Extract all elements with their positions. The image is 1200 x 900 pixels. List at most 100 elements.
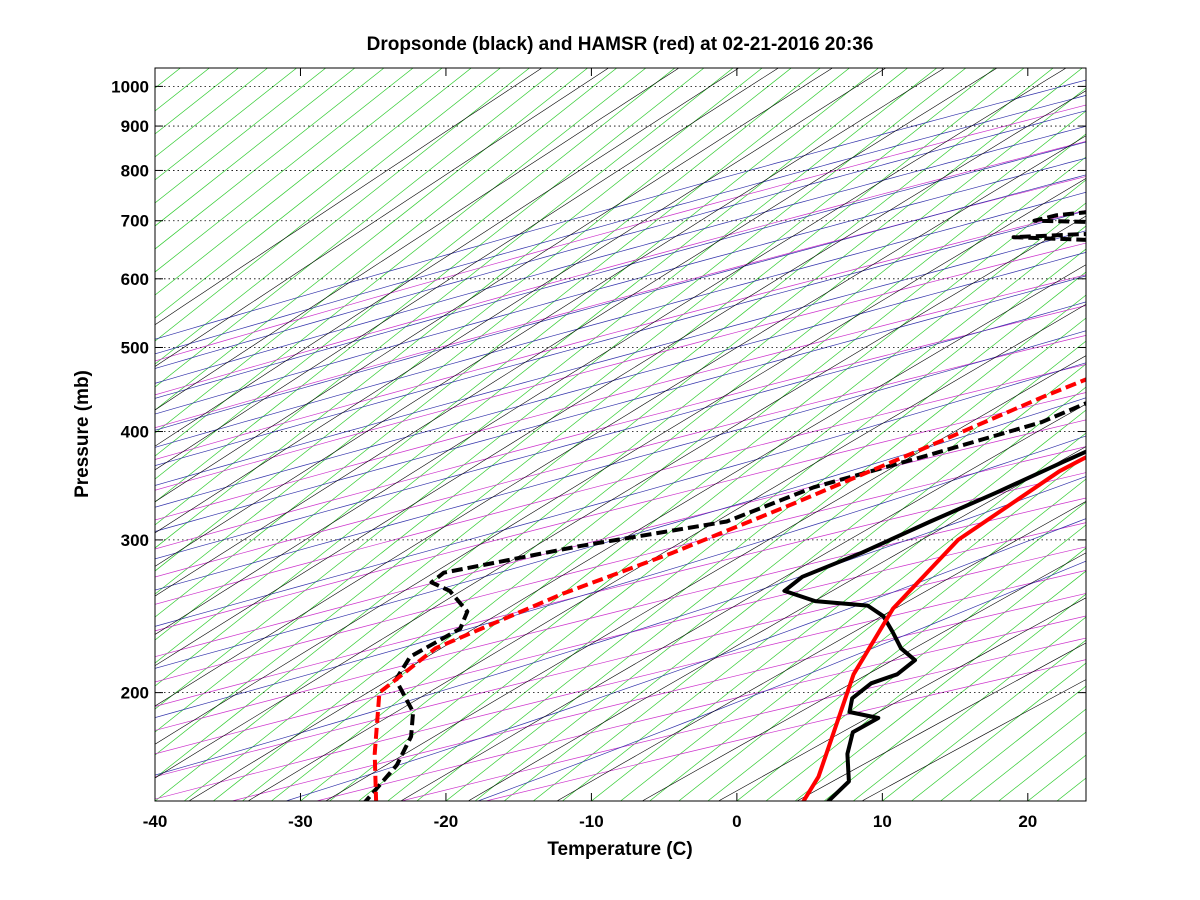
dry-adiabat-line [155, 364, 1086, 605]
isotherm-line [969, 708, 1086, 801]
x-tick-label: 0 [732, 812, 741, 831]
y-axis: 200 300 400 500 600 700 800 900 1000 [111, 77, 1086, 703]
isotherm-line [155, 68, 996, 733]
dry-adiabat-line [155, 522, 1086, 755]
dry-adiabat-line [155, 334, 1086, 578]
background-lines [0, 64, 1200, 885]
plot-frame [154, 67, 1087, 802]
isotherm-line [1125, 64, 1200, 885]
isotherm-line [155, 68, 327, 204]
mixing-ratio-line [155, 68, 834, 503]
isotherm-line [1154, 64, 1200, 885]
isotherm-line [707, 501, 1086, 801]
isotherm-line [155, 68, 647, 457]
mixing-ratio-line [556, 501, 1086, 801]
isotherm-line [155, 68, 443, 296]
mixing-ratio-line [155, 178, 1086, 745]
mixing-ratio-line [155, 215, 1086, 779]
isotherm-line [155, 68, 385, 250]
isotherm-line [155, 68, 1083, 801]
moist-adiabat-line [155, 397, 1086, 669]
mixing-ratio-line [155, 68, 779, 471]
mixing-ratio-line [467, 446, 1086, 801]
dry-adiabat-line [155, 392, 1086, 632]
moist-adiabat-line [155, 125, 1086, 384]
x-tick-label: -30 [288, 812, 313, 831]
y-tick-label: 300 [121, 531, 149, 550]
moist-adiabat-line [155, 230, 1086, 486]
isotherm-line [155, 68, 560, 388]
isotherm-line [765, 547, 1086, 801]
isotherm-line [416, 271, 1086, 801]
moist-adiabat-line [284, 518, 1086, 801]
isotherm-line [649, 455, 1086, 801]
isotherm-line [155, 68, 938, 687]
y-tick-label: 800 [121, 161, 149, 180]
isotherm-line [998, 731, 1086, 801]
mixing-ratio-line [155, 68, 543, 326]
moist-adiabat-line [155, 362, 1086, 627]
isotherm-line [0, 64, 10, 885]
y-tick-label: 1000 [111, 77, 149, 96]
x-tick-label: -10 [579, 812, 604, 831]
moist-adiabat-line [155, 174, 1086, 431]
isotherm-line [590, 409, 1086, 801]
isotherm-line [532, 363, 1086, 801]
mixing-ratio-line [155, 68, 680, 411]
moist-adiabat-line [155, 330, 1086, 591]
isotherm-line [329, 202, 1086, 801]
isotherm-line [0, 64, 127, 885]
mixing-ratio-line [155, 68, 998, 597]
isotherm-line [155, 68, 734, 526]
dry-adiabat-line [155, 497, 1086, 731]
dry-adiabat-line [155, 209, 1086, 460]
isotherm-line [561, 386, 1086, 801]
isotherm-line [852, 616, 1086, 801]
y-tick-label: 200 [121, 684, 149, 703]
isotherm-line [155, 68, 880, 641]
moist-adiabat-line [155, 110, 1086, 369]
isotherm-line [1183, 64, 1200, 885]
y-tick-label: 900 [121, 117, 149, 136]
dry-adiabat-line [155, 274, 1086, 521]
dry-adiabat-line [155, 446, 1086, 683]
x-tick-label: 20 [1018, 812, 1037, 831]
hamsr-temperature-line [801, 454, 1086, 801]
mixing-ratio-line [155, 90, 1086, 667]
dry-adiabat-line [155, 419, 1086, 658]
isotherm-line [155, 68, 705, 503]
moist-adiabat-line [155, 191, 1086, 448]
dry-adiabat-line [155, 242, 1086, 491]
mixing-ratio-line [155, 68, 1067, 635]
mixing-ratio-line [247, 304, 1086, 801]
moist-adiabat-line [155, 251, 1086, 508]
sonde-temperature-line [782, 449, 1086, 801]
isotherm-line [241, 133, 1086, 801]
y-tick-label: 600 [121, 270, 149, 289]
mixing-ratio-line [155, 68, 887, 534]
isotherm-line [881, 639, 1086, 801]
isotherm-line [270, 156, 1086, 801]
isotherm-line [155, 68, 531, 365]
x-axis: -40 -30 -20 -10 0 10 20 [143, 68, 1037, 831]
isotherm-line [155, 68, 1054, 779]
mixing-ratio-line [155, 68, 740, 447]
y-tick-label: 700 [121, 212, 149, 231]
isotherm-line [155, 68, 501, 342]
moist-adiabat-line [155, 94, 1086, 355]
isotherm-line [155, 68, 676, 480]
mixing-ratio-line [325, 355, 1086, 801]
moist-adiabat-line [155, 435, 1086, 718]
isotherm-line [155, 68, 589, 411]
sonde-dewpoint-line [362, 210, 1086, 801]
isotherm-line [155, 68, 356, 227]
x-tick-label: -20 [434, 812, 459, 831]
isotherm-line [736, 524, 1086, 801]
isotherm-line [1067, 64, 1200, 885]
isotherm-line [1096, 64, 1200, 885]
moist-adiabat-line [155, 210, 1086, 466]
isotherm-line [299, 179, 1086, 801]
mixing-ratio-line [155, 135, 1086, 707]
isotherm-line [155, 68, 763, 549]
